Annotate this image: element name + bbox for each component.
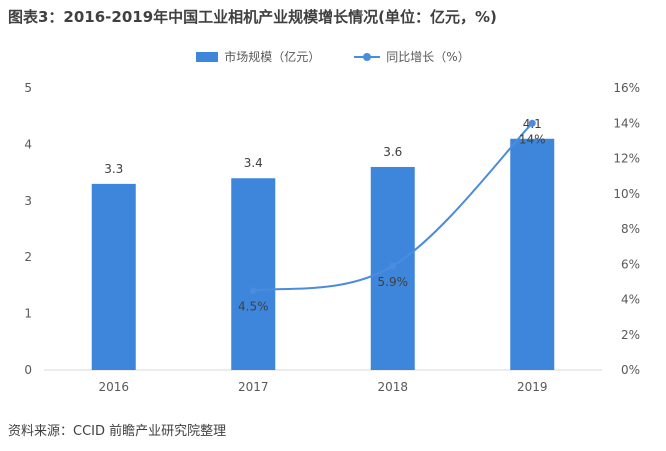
y-left-tick-label: 1 [24,307,32,321]
growth-data-label: 14% [519,132,546,146]
source-note: 资料来源：CCID 前瞻产业研究院整理 [8,424,227,439]
y-left-tick-label: 3 [24,194,32,208]
bar [231,178,276,370]
growth-point [389,262,397,270]
legend-swatch-bar [196,51,219,62]
chart-title: 图表3：2016-2019年中国工业相机产业规模增长情况(单位：亿元，%) [8,8,497,26]
y-right-tick-label: 2% [621,328,640,342]
y-right-tick-label: 6% [621,257,640,271]
y-left-tick-label: 0 [24,363,32,377]
y-right-tick-label: 16% [613,81,640,95]
y-right-tick-label: 0% [621,363,640,377]
legend: 市场规模（亿元） 同比增长（%） [0,48,666,65]
x-tick-label: 2018 [377,380,408,394]
y-left-tick-label: 2 [24,250,32,264]
x-tick-label: 2019 [517,380,548,394]
y-right-tick-label: 10% [613,187,640,201]
bar [510,138,555,370]
legend-swatch-line [354,52,381,62]
growth-data-label: 4.5% [238,300,269,314]
growth-data-label: 5.9% [378,275,409,289]
bar-data-label: 3.3 [104,162,123,176]
growth-point [528,119,536,127]
y-right-tick-label: 4% [621,293,640,307]
y-right-tick-label: 8% [621,222,640,236]
bar-data-label: 3.4 [244,156,263,170]
bar-data-label: 3.6 [383,145,402,159]
growth-point [249,287,257,295]
y-left-tick-label: 4 [24,137,32,151]
bar [91,183,136,370]
legend-label-line: 同比增长（%） [386,50,470,64]
legend-item-bar: 市场规模（亿元） [196,48,320,65]
x-tick-label: 2017 [238,380,269,394]
y-right-tick-label: 12% [613,152,640,166]
legend-label-bar: 市场规模（亿元） [224,50,321,64]
y-right-tick-label: 14% [613,116,640,130]
y-left-tick-label: 5 [24,81,32,95]
x-tick-label: 2016 [98,380,129,394]
legend-item-line: 同比增长（%） [354,48,470,65]
